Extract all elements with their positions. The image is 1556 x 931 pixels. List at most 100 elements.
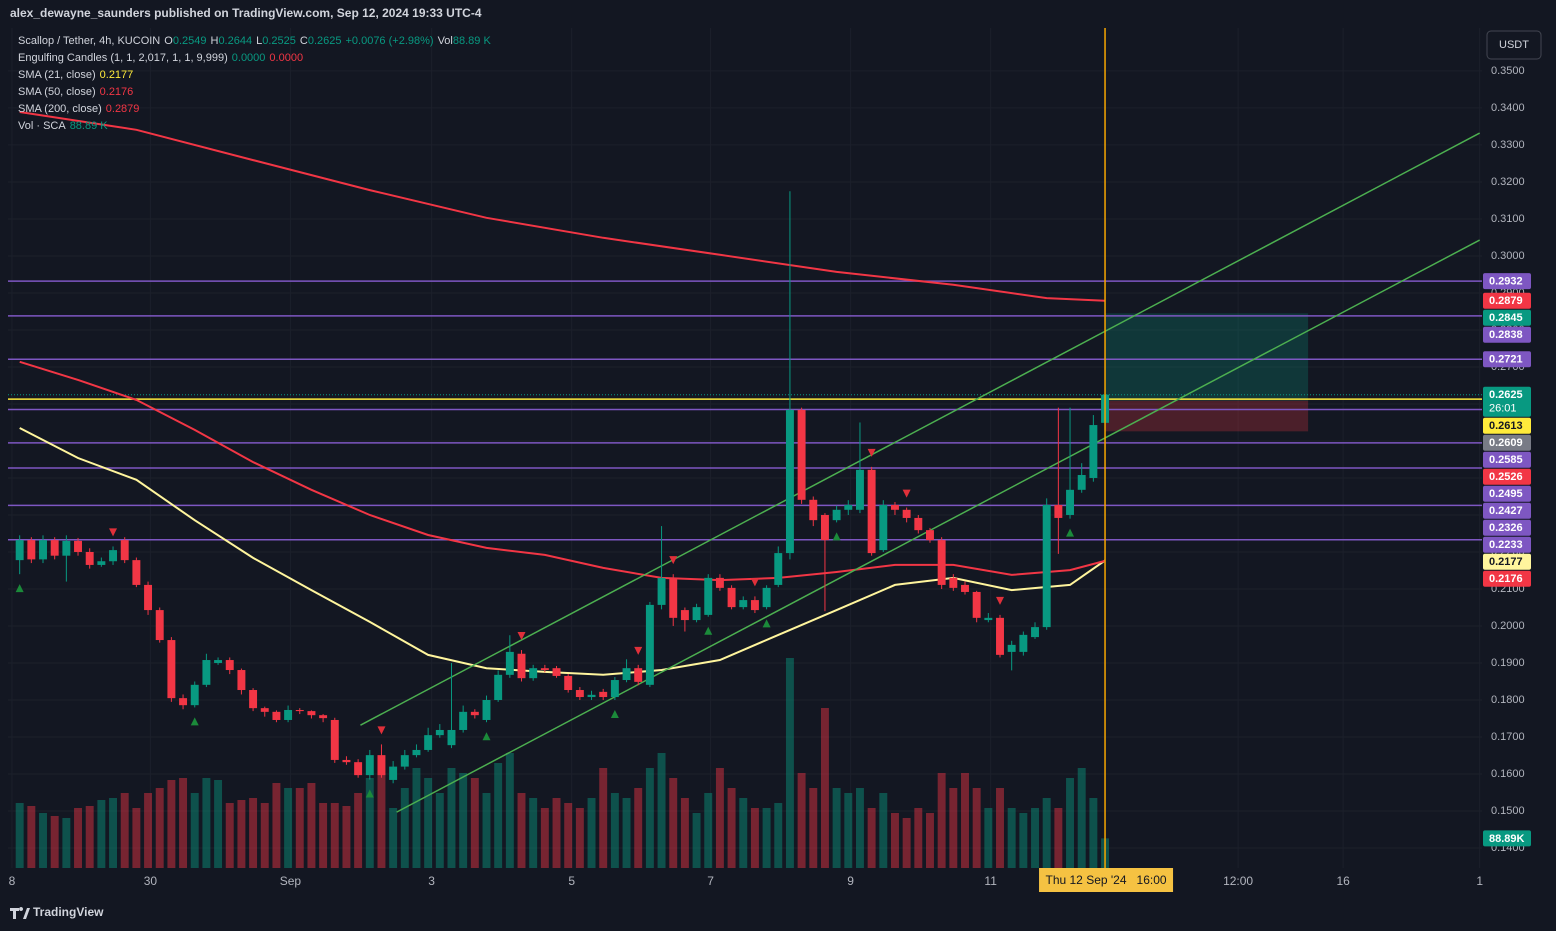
indicator-value: 0.0000 (269, 52, 304, 64)
volume-bar (307, 783, 316, 868)
candle-body (15, 540, 24, 561)
volume-bar (447, 768, 456, 868)
volume-bar (50, 816, 59, 868)
symbol-row: Scallop / Tether, 4h, KUCOIN O0.2549 H0.26… (18, 33, 495, 50)
volume-bar (494, 763, 503, 868)
volume-bar (844, 793, 853, 868)
bullish-signal (482, 732, 491, 741)
candle-body (669, 577, 678, 618)
y-tick-label: 0.3400 (1491, 102, 1525, 114)
x-tick-label: 9 (847, 874, 854, 888)
candle-body (564, 675, 573, 691)
price-tag-bg (1483, 309, 1531, 326)
change-value: +0.0076 (+2.98%) (345, 35, 434, 47)
candle-body (307, 711, 316, 716)
volume-bar (435, 793, 444, 868)
sma-value: 0.2176 (99, 86, 134, 98)
bullish-signal (704, 626, 713, 635)
volume-bar (517, 793, 526, 868)
time-axis-bg (0, 868, 1556, 896)
candle-body (972, 591, 981, 618)
price-tag-label: 0.2609 (1489, 437, 1523, 449)
volume-bar (377, 773, 386, 868)
candle-body (996, 617, 1004, 655)
candle-body (926, 530, 934, 541)
candle-body (634, 668, 643, 682)
bearish-signal (750, 578, 759, 587)
volume-bar (27, 806, 36, 868)
candle-body (715, 577, 724, 588)
price-tag-bg (1483, 502, 1531, 519)
price-tag-label: 0.2427 (1489, 505, 1523, 517)
candle-body (552, 668, 561, 676)
price-tag-bg (1483, 351, 1531, 368)
volume-bar (272, 783, 281, 868)
y-tick-label: 0.3500 (1491, 65, 1525, 77)
volume-bar (809, 788, 818, 868)
volume-bar (365, 778, 374, 868)
volume-bar (774, 803, 783, 868)
volume-bar (1019, 813, 1028, 868)
x-tick-label: 3 (428, 874, 435, 888)
volume-bar (996, 788, 1004, 868)
bullish-signal (610, 710, 619, 718)
candle-body (295, 709, 304, 712)
volume-bar (762, 808, 771, 868)
sma-name: SMA (21, close) (18, 69, 96, 81)
currency-label[interactable]: USDT (1499, 39, 1529, 51)
candle-body (1019, 634, 1028, 652)
volume-bar (984, 808, 993, 868)
volume-bar (680, 798, 689, 868)
price-tag-bg (1483, 417, 1531, 434)
candle-body (517, 653, 526, 679)
volume-bar (249, 798, 258, 868)
sma-row: SMA (21, close) 0.2177 (18, 67, 495, 84)
ohlc-value: 0.2644 (218, 35, 253, 47)
volume-bar (564, 803, 573, 868)
price-tag-label: 0.2932 (1489, 276, 1523, 288)
volume-bar (109, 798, 118, 868)
candle-body (855, 469, 864, 510)
x-tick-label: 8 (9, 874, 16, 888)
volume-bar (120, 793, 129, 868)
volume-row: Vol · SCA 88.89 K (18, 118, 495, 135)
volume-bar (144, 793, 153, 868)
volume-bar (15, 803, 24, 868)
candle-body (610, 680, 619, 698)
bullish-signal (762, 619, 771, 628)
volume-bar (260, 803, 269, 868)
x-tick-label: 12:00 (1223, 874, 1253, 888)
candle-body (155, 610, 164, 641)
volume-bar (74, 808, 82, 868)
candle-body (622, 668, 631, 681)
volume-bar (949, 788, 958, 868)
crosshair-label: Thu 12 Sep '24 16:00 (1046, 873, 1167, 887)
candle-body (319, 715, 328, 719)
candle-body (750, 600, 759, 611)
ohlc-value: 0.2525 (262, 35, 296, 47)
candle-body (447, 729, 456, 746)
price-tag-label: 0.2721 (1489, 354, 1523, 366)
x-tick-label: 1 (1476, 874, 1483, 888)
ohlc-label: L (256, 35, 263, 47)
volume-bar (1042, 798, 1051, 868)
currency-button[interactable] (1486, 30, 1542, 60)
volume (15, 658, 1110, 868)
volume-bar (225, 803, 234, 868)
volume-bar (214, 780, 223, 868)
candle-body (949, 577, 958, 588)
indicator-row: Engulfing Candles (1, 1, 2,017, 1, 1, 9,… (18, 50, 495, 67)
candle-body (482, 700, 491, 720)
candle-body (167, 640, 176, 699)
candle-body (132, 560, 141, 585)
y-tick-label: 0.1800 (1491, 694, 1525, 706)
volume-bar (85, 806, 94, 868)
volume-bar (202, 778, 211, 868)
volume-bar (295, 788, 304, 868)
volume-bar (412, 768, 421, 868)
signals (15, 448, 1075, 798)
volume-bar (715, 768, 724, 868)
bearish-signal (634, 646, 643, 655)
y-tick-label: 0.1900 (1491, 657, 1525, 669)
